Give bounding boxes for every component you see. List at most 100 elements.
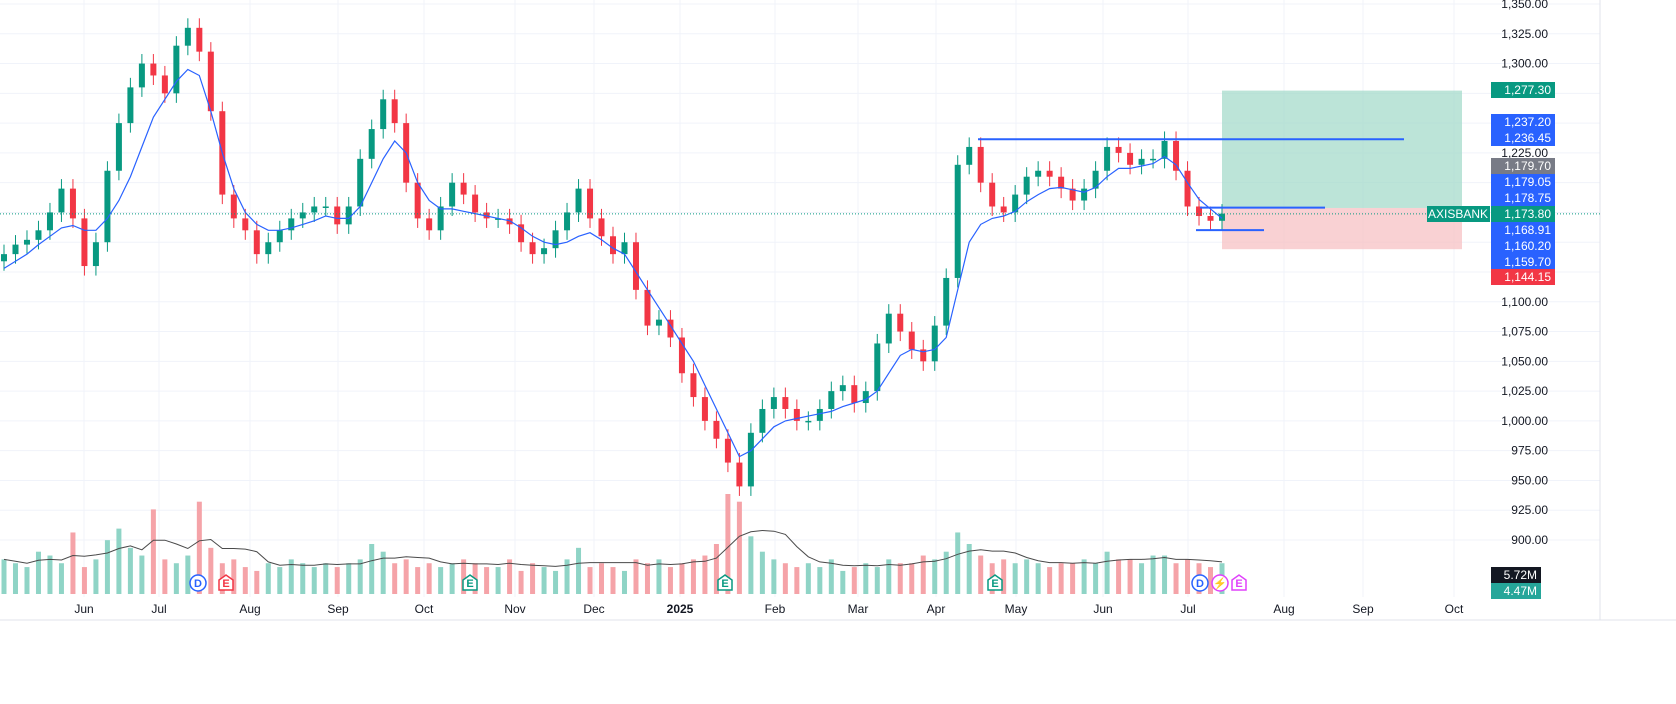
position-loss-zone[interactable] (1222, 207, 1462, 250)
price-tick-label: 1,050.00 (1501, 354, 1548, 368)
volume-bar (208, 547, 214, 594)
volume-bar (1208, 567, 1214, 594)
time-tick-label: Jul (1180, 602, 1195, 616)
volume-bar (415, 567, 421, 594)
volume-bar (621, 570, 627, 594)
time-tick-label: Jun (74, 602, 93, 616)
candle-body (587, 188, 594, 219)
candle-body (1207, 216, 1214, 221)
time-tick-label: 2025 (667, 602, 694, 616)
volume-bar (334, 567, 340, 594)
price-tag (1491, 269, 1555, 285)
candle-body (518, 224, 525, 243)
price-tag (1491, 114, 1555, 130)
volume-bar (277, 567, 283, 594)
volume-bar (507, 559, 513, 594)
volume-bar (173, 563, 179, 594)
volume-bar (828, 559, 834, 594)
volume-bar (702, 555, 708, 594)
earnings-event-icon[interactable] (462, 574, 478, 591)
volume-tag-label: 4.47M (1504, 584, 1537, 598)
price-tag-label: 1,179.05 (1504, 175, 1551, 189)
price-tag (1491, 174, 1555, 190)
volume-bar (495, 567, 501, 594)
symbol-tag (1427, 206, 1490, 222)
volume-bar (713, 544, 719, 594)
volume-bar (748, 536, 754, 594)
volume-bar (943, 551, 949, 594)
candle-body (552, 230, 559, 249)
candle-body (759, 408, 766, 433)
volume-bar (1001, 559, 1007, 594)
earnings-event-icon[interactable] (1231, 574, 1247, 591)
candle-body (966, 146, 973, 165)
candle-body (196, 27, 203, 52)
candle-body (977, 146, 984, 183)
volume-bar (966, 544, 972, 594)
price-tag-label: 1,178.75 (1504, 191, 1551, 205)
price-tick-label: 900.00 (1511, 533, 1548, 547)
candle-body (541, 248, 548, 255)
candle-body (1150, 158, 1157, 161)
event-label: E (991, 578, 998, 590)
earnings-event-icon[interactable] (987, 574, 1003, 591)
candle-body (793, 408, 800, 421)
candle-body (770, 397, 777, 409)
volume-bar (380, 551, 386, 594)
candle-body (644, 289, 651, 326)
volume-bar (346, 563, 352, 594)
position-profit-zone[interactable] (1222, 90, 1462, 208)
split-event-icon[interactable] (1211, 574, 1229, 592)
candle-body (242, 218, 249, 231)
candle-body (908, 331, 915, 350)
candle-body (127, 87, 134, 124)
candle-body (92, 242, 99, 267)
candle-body (81, 218, 88, 267)
candle-body (207, 51, 214, 112)
price-tag-label: 1,179.70 (1504, 159, 1551, 173)
moving-average-line (3, 68, 1223, 458)
candle-body (931, 325, 938, 362)
volume-bar (300, 563, 306, 594)
candle-body (391, 99, 398, 124)
volume-bar (897, 563, 903, 594)
volume-bar (369, 544, 375, 594)
candle-body (414, 182, 421, 219)
volume-bar (357, 559, 363, 594)
earnings-event-icon[interactable] (218, 574, 234, 591)
price-tick-label: 1,075.00 (1501, 325, 1548, 339)
volume-bar (1047, 567, 1053, 594)
candle-body (69, 188, 76, 219)
volume-bar (759, 551, 765, 594)
volume-bar (1, 559, 7, 594)
dividend-event-icon[interactable] (1191, 574, 1209, 592)
earnings-event-icon[interactable] (717, 574, 733, 591)
candle-body (276, 230, 283, 243)
volume-bar (840, 570, 846, 594)
volume-bar (1104, 551, 1110, 594)
volume-bar (782, 563, 788, 594)
volume-bar (1035, 563, 1041, 594)
candle-body (138, 63, 145, 88)
volume-bar (426, 563, 432, 594)
candle-body (12, 244, 19, 255)
event-label: E (721, 578, 728, 590)
candle-body (701, 397, 708, 421)
candle-body (655, 319, 662, 326)
candle-body (426, 218, 433, 231)
dividend-event-icon[interactable] (189, 574, 207, 592)
volume-bar (484, 567, 490, 594)
price-tag-label: 1,277.30 (1504, 83, 1551, 97)
price-tag (1491, 254, 1555, 270)
volume-bar (231, 559, 237, 594)
volume-bar (541, 567, 547, 594)
candle-body (322, 206, 329, 208)
volume-bar (24, 567, 30, 594)
volume-bar (553, 570, 559, 594)
time-tick-label: Mar (848, 602, 869, 616)
volume-bar (863, 563, 869, 594)
price-tag (1491, 158, 1555, 174)
candle-body (782, 397, 789, 409)
